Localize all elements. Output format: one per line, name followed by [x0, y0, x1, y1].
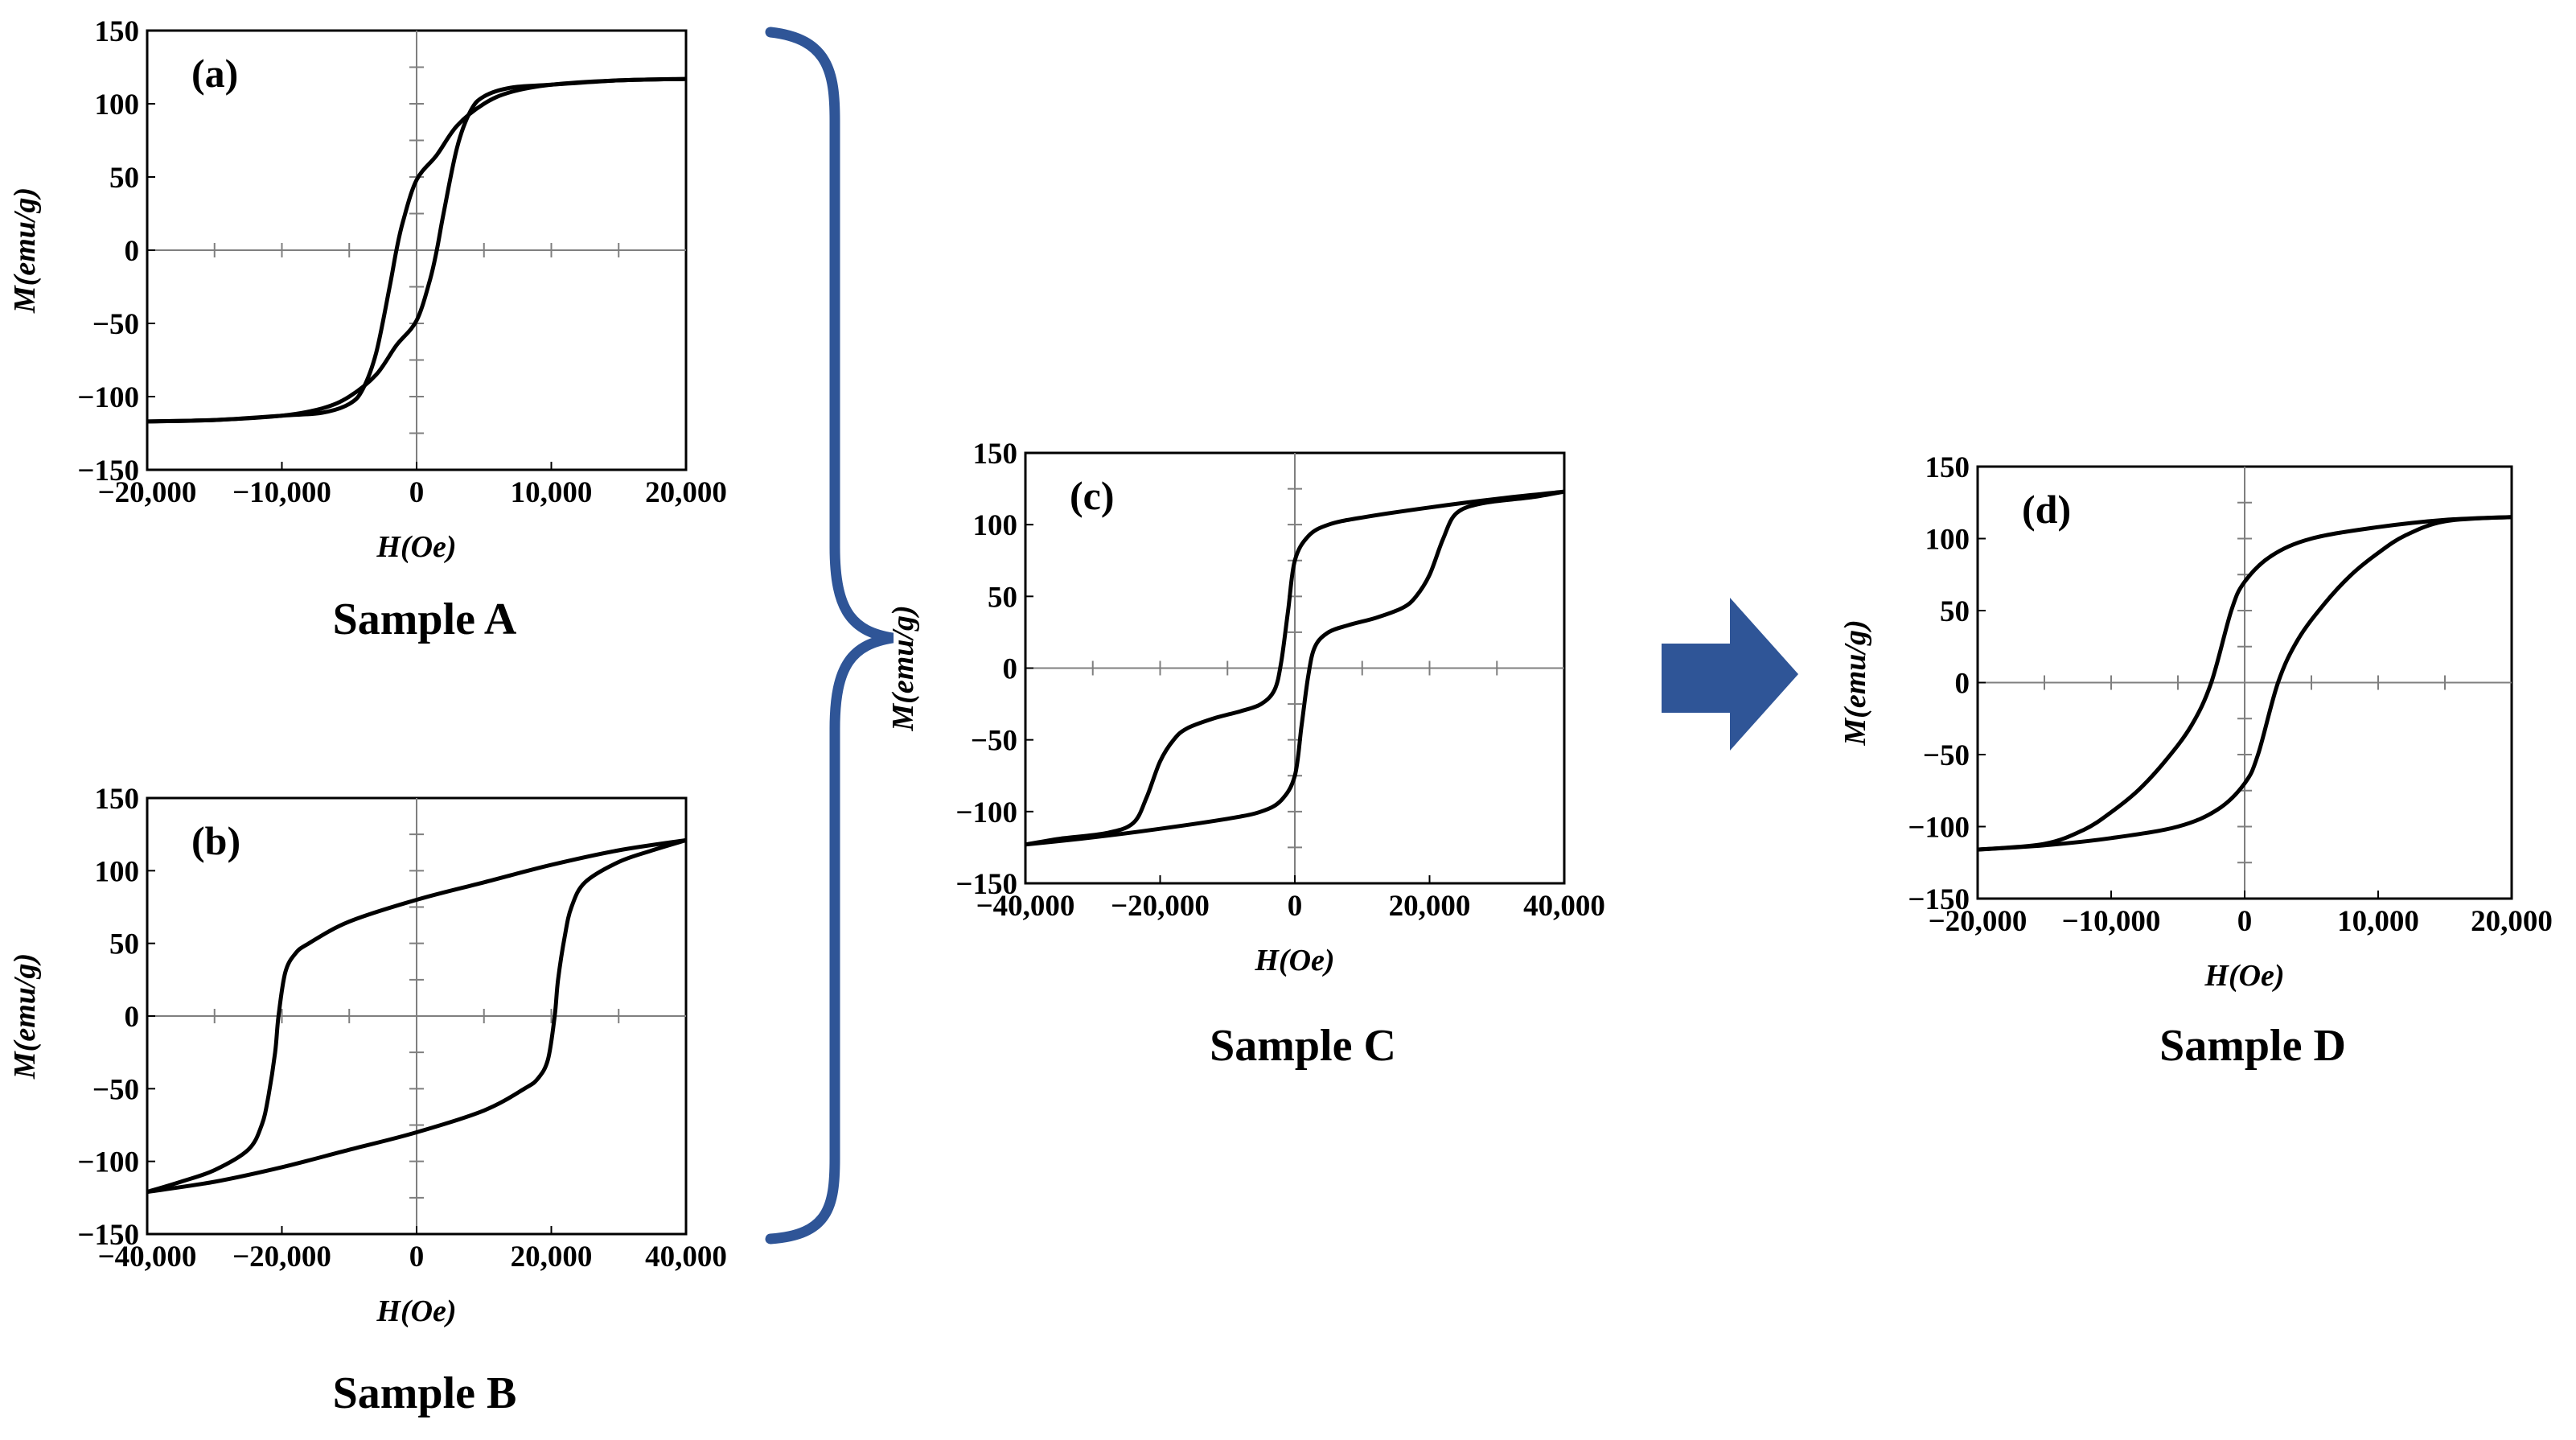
y-tick-label: 150 — [973, 438, 1018, 471]
x-tick-label: 0 — [1288, 890, 1303, 923]
x-tick-label: 0 — [409, 476, 425, 509]
x-tick-label: 20,000 — [511, 1240, 593, 1273]
x-tick-label: −40,000 — [98, 1240, 197, 1273]
x-tick-label: 20,000 — [2471, 905, 2553, 938]
panel-label: (b) — [191, 818, 240, 863]
y-tick-label: 0 — [125, 1001, 140, 1034]
x-tick-label: −10,000 — [2062, 905, 2161, 938]
y-tick-label: −100 — [77, 381, 139, 414]
y-tick-label: −150 — [77, 1219, 139, 1252]
y-tick-label: −150 — [1908, 883, 1970, 916]
y-tick-label: 50 — [1940, 595, 1970, 628]
x-tick-label: −20,000 — [1929, 905, 2028, 938]
x-tick-label: −40,000 — [976, 890, 1075, 923]
y-axis-label: M(emu/g) — [8, 953, 42, 1080]
panel-label: (a) — [191, 51, 238, 96]
hysteresis-ascending-branch — [1025, 489, 1565, 847]
y-axis-label: M(emu/g) — [8, 187, 42, 314]
hysteresis-ascending-branch — [146, 838, 687, 1195]
x-tick-label: −20,000 — [1111, 890, 1210, 923]
chart-panel-b: −40,000 −20,000 0 20,000 40,000 150 100 50 0 −50 −… — [8, 783, 727, 1418]
hysteresis-ascending-branch — [146, 76, 687, 424]
y-tick-label: −100 — [1908, 812, 1970, 845]
chart-panel-a: −20,000 −10,000 0 10,000 20,000 150 100 50 0 −50 −… — [8, 15, 727, 644]
y-tick-label: 50 — [109, 928, 139, 961]
y-tick-label: 150 — [1925, 451, 1970, 484]
x-tick-label: 40,000 — [645, 1240, 727, 1273]
x-axis-label: H(Oe) — [2204, 959, 2284, 993]
y-tick-label: 100 — [95, 855, 140, 888]
y-tick-label: 50 — [988, 581, 1017, 614]
y-tick-label: 0 — [1003, 653, 1018, 686]
x-tick-label: 40,000 — [1523, 890, 1605, 923]
y-tick-label: −50 — [971, 725, 1017, 758]
y-axis-label: M(emu/g) — [886, 605, 920, 731]
right-curly-brace-icon — [765, 27, 894, 1245]
y-tick-label: 100 — [973, 509, 1018, 542]
y-tick-label: 150 — [95, 783, 140, 816]
x-tick-label: 0 — [2237, 905, 2253, 938]
sample-caption: Sample B — [333, 1368, 517, 1418]
sample-caption: Sample C — [1210, 1021, 1396, 1071]
hysteresis-descending-branch — [1025, 489, 1565, 847]
right-arrow-icon — [1662, 598, 1798, 751]
x-tick-label: −10,000 — [232, 476, 331, 509]
hysteresis-descending-branch — [146, 837, 687, 1194]
y-axis-label: M(emu/g) — [1839, 619, 1872, 746]
x-axis-label: H(Oe) — [376, 1294, 456, 1328]
y-tick-label: −50 — [1923, 739, 1970, 772]
panel-label: (c) — [1070, 473, 1115, 518]
y-tick-label: −100 — [77, 1146, 139, 1179]
sample-caption: Sample A — [333, 595, 517, 644]
y-tick-label: 100 — [95, 88, 140, 121]
x-tick-label: −20,000 — [232, 1240, 331, 1273]
hysteresis-descending-branch — [1977, 515, 2512, 852]
x-tick-label: −20,000 — [98, 476, 197, 509]
hysteresis-ascending-branch — [1977, 515, 2512, 852]
x-tick-label: 10,000 — [511, 476, 593, 509]
panel-label: (d) — [2022, 487, 2071, 532]
y-tick-label: −100 — [955, 796, 1017, 829]
chart-panel-d: −20,000 −10,000 0 10,000 20,000 150 100 50 0 −50 −… — [1839, 451, 2553, 1071]
y-tick-label: 100 — [1925, 524, 1970, 557]
x-axis-label: H(Oe) — [1254, 944, 1334, 977]
x-tick-label: 0 — [409, 1240, 425, 1273]
x-tick-label: 10,000 — [2337, 905, 2419, 938]
y-tick-label: −150 — [955, 868, 1017, 901]
y-tick-label: −50 — [92, 1073, 139, 1106]
y-tick-label: 0 — [1955, 668, 1970, 701]
x-tick-label: 20,000 — [1389, 890, 1471, 923]
y-tick-label: 50 — [109, 162, 139, 195]
y-tick-label: −150 — [77, 455, 139, 488]
sample-caption: Sample D — [2159, 1021, 2346, 1071]
x-axis-label: H(Oe) — [376, 530, 456, 564]
x-tick-label: 20,000 — [645, 476, 727, 509]
chart-panel-c: −40,000 −20,000 0 20,000 40,000 150 100 50 0 −50 −… — [886, 438, 1605, 1071]
y-tick-label: 0 — [125, 235, 140, 268]
y-tick-label: 150 — [95, 15, 140, 48]
y-tick-label: −50 — [92, 308, 139, 341]
hysteresis-descending-branch — [146, 76, 687, 424]
